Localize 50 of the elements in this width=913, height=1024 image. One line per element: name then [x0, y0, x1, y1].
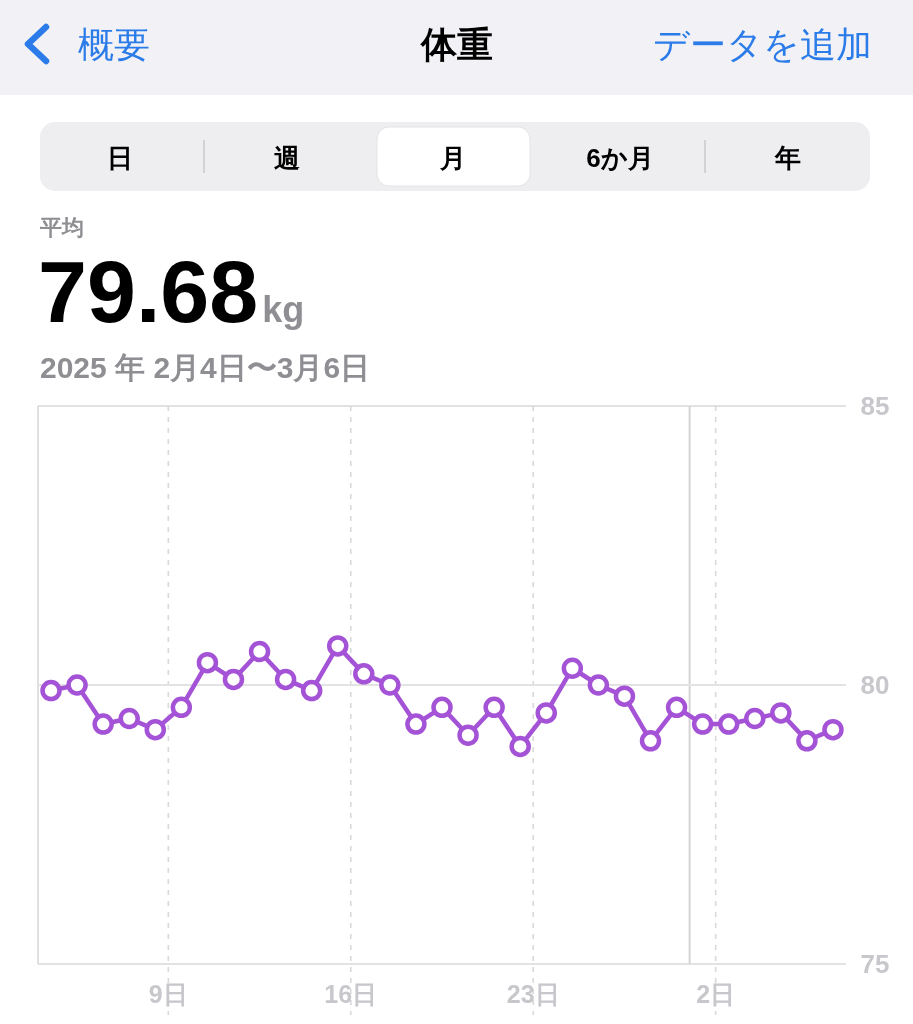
point: [613, 685, 636, 707]
text: 年: [774, 143, 801, 173]
x-tick-label: 9日: [148, 980, 188, 1008]
point: [587, 674, 610, 696]
point: [535, 702, 558, 724]
text: kg: [262, 289, 305, 330]
point: [796, 730, 818, 752]
point: [561, 657, 584, 680]
point: [483, 696, 505, 719]
point: [118, 707, 140, 730]
point: [92, 713, 114, 735]
text: 日: [107, 143, 133, 173]
point: [639, 730, 662, 752]
point: [170, 696, 193, 719]
point: [379, 674, 401, 696]
point: [353, 663, 375, 685]
point: [770, 702, 792, 724]
point: [744, 707, 766, 730]
chart-subtitle: 2025 年 2月4日〜3月6日: [40, 351, 371, 384]
point: [457, 724, 479, 746]
point: [248, 640, 271, 663]
text: 概要: [78, 24, 150, 65]
x-tick-label: 23日: [506, 980, 560, 1008]
x-tick-label: 16日: [324, 980, 378, 1008]
text: データを追加: [653, 24, 872, 65]
text: 平均: [39, 215, 84, 240]
text: 月: [439, 143, 466, 173]
point: [509, 735, 531, 758]
point: [66, 674, 88, 696]
point: [717, 713, 740, 735]
point: [300, 679, 323, 702]
y-tick-label: 75: [860, 949, 890, 979]
point: [40, 679, 62, 702]
text: 79.68: [38, 242, 259, 341]
point: [222, 668, 245, 691]
point: [274, 668, 297, 691]
point: [822, 718, 844, 741]
point: [326, 635, 349, 657]
point: [665, 696, 688, 719]
point: [405, 713, 427, 735]
point: [431, 696, 453, 719]
text: 週: [274, 143, 300, 173]
point: [691, 713, 714, 735]
y-tick-label: 85: [860, 391, 890, 421]
point: [196, 651, 219, 674]
y-tick-label: 80: [860, 670, 890, 700]
point: [144, 718, 167, 741]
chart-title: 体重: [419, 24, 493, 65]
x-tick-label: 2日: [696, 980, 736, 1008]
text: 6か月: [586, 143, 654, 173]
